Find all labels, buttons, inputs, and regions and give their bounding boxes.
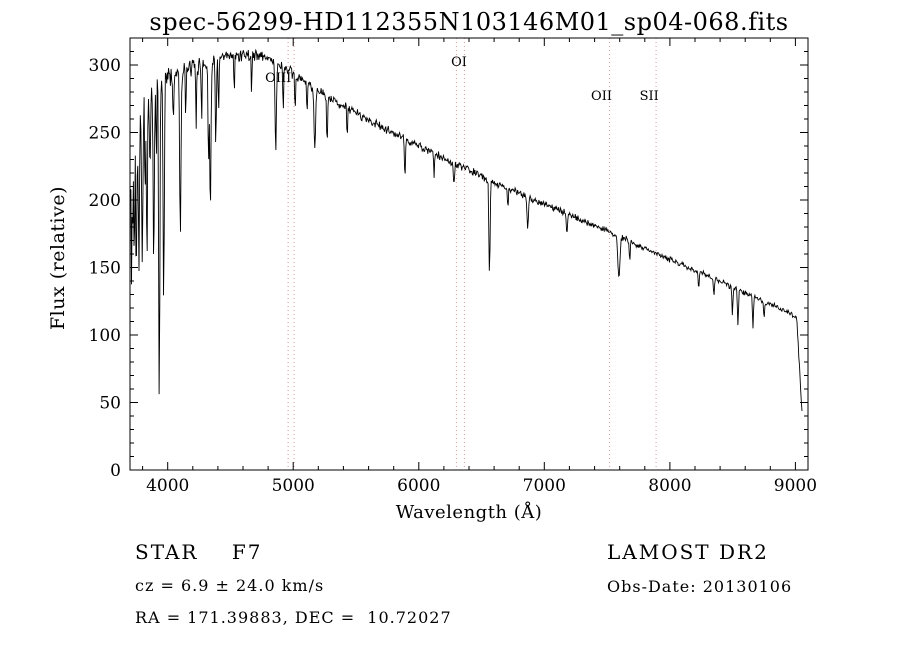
- coordinates-label: RA = 171.39883, DEC = 10.72027: [135, 608, 452, 627]
- y-tick-label: 300: [89, 56, 121, 76]
- marker-label-oii: OII: [591, 89, 612, 104]
- marker-sii: SII: [640, 38, 659, 470]
- y-axis-label: Flux (relative): [47, 186, 69, 330]
- y-tick-label: 100: [89, 326, 121, 346]
- x-axis-label: Wavelength (Å): [395, 502, 543, 523]
- radial-velocity-label: cz = 6.9 ± 24.0 km/s: [135, 576, 325, 595]
- marker-label-sii: SII: [640, 89, 659, 104]
- x-tick-label: 4000: [146, 476, 189, 496]
- x-tick-label: 7000: [523, 476, 566, 496]
- marker-label-oi: OI: [451, 55, 467, 70]
- x-tick-label: 6000: [397, 476, 440, 496]
- y-tick-label: 150: [89, 259, 121, 279]
- x-tick-label: 5000: [272, 476, 315, 496]
- y-tick-label: 50: [99, 394, 121, 414]
- axes: [129, 37, 809, 471]
- marker-label-oiii: OIII: [265, 71, 291, 86]
- marker-oiii: OIII: [265, 38, 295, 470]
- obs-date-label: Obs-Date: 20130106: [607, 577, 793, 596]
- y-tick-label: 250: [89, 124, 121, 144]
- plot-title: spec-56299-HD112355N103146M01_sp04-068.f…: [149, 8, 789, 36]
- marker-oii: OII: [591, 38, 612, 470]
- x-tick-label: 9000: [774, 476, 817, 496]
- marker-oi: OI: [451, 38, 467, 470]
- x-tick-label: 8000: [648, 476, 691, 496]
- spectrum-line: [130, 48, 803, 412]
- object-class-label: STAR F7: [135, 540, 263, 564]
- survey-label: LAMOST DR2: [607, 540, 769, 564]
- y-tick-label: 0: [110, 461, 121, 481]
- y-tick-label: 200: [89, 191, 121, 211]
